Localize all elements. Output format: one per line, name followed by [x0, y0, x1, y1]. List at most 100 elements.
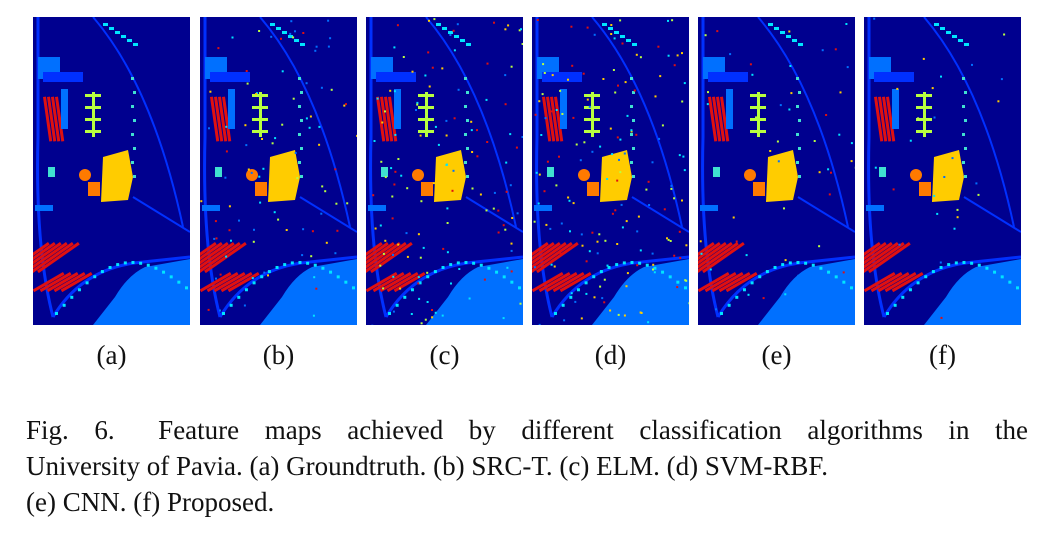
- bitumen-strip: [870, 272, 903, 293]
- tree-dot: [275, 265, 279, 269]
- bricks-region: [412, 169, 424, 181]
- noise-pixel: [788, 30, 791, 33]
- map-svg: [864, 17, 1021, 325]
- noise-pixel: [505, 161, 508, 164]
- noise-pixel: [732, 216, 735, 219]
- tree-dot: [290, 261, 294, 265]
- noise-pixel: [850, 160, 853, 163]
- tree-dot: [985, 266, 989, 270]
- gravel-spine: [923, 92, 926, 137]
- noise-pixel: [486, 62, 489, 65]
- tree-dot: [819, 266, 823, 270]
- building-block: [708, 72, 748, 82]
- tree-dot: [622, 261, 626, 265]
- bitumen-strip: [712, 96, 722, 142]
- noise-pixel: [418, 297, 421, 300]
- tree-dot: [108, 265, 112, 269]
- noise-pixel: [431, 309, 433, 311]
- noise-pixel: [621, 226, 624, 229]
- noise-pixel: [545, 223, 548, 226]
- noise-pixel: [572, 116, 575, 119]
- noise-pixel: [284, 159, 287, 162]
- tree-dot: [750, 281, 754, 285]
- noise-pixel: [709, 268, 712, 271]
- noise-pixel: [510, 242, 513, 245]
- noise-pixel: [538, 63, 541, 66]
- bitumen-strip: [698, 242, 733, 274]
- bricks-region: [88, 182, 100, 196]
- tree-dot: [632, 43, 637, 46]
- noise-pixel: [431, 316, 434, 319]
- noise-pixel: [392, 253, 394, 256]
- noise-pixel: [951, 157, 954, 160]
- bitumen-strip: [698, 242, 727, 274]
- noise-pixel: [320, 212, 323, 215]
- noise-pixel: [663, 208, 666, 211]
- shadow-dot: [300, 119, 303, 122]
- noise-pixel: [468, 297, 471, 300]
- meadow-region: [426, 259, 523, 325]
- bitumen-strip: [704, 272, 737, 293]
- tree-dot: [645, 263, 649, 267]
- noise-pixel: [470, 129, 473, 132]
- noise-pixel: [618, 158, 620, 161]
- noise-pixel: [476, 129, 478, 132]
- shadow-dot: [464, 77, 467, 80]
- bitumen-strip: [227, 272, 260, 293]
- noise-pixel: [228, 229, 231, 232]
- noise-pixel: [652, 263, 655, 266]
- bare-soil-region: [101, 150, 133, 202]
- bitumen-strip: [200, 242, 235, 274]
- shadow-dot: [466, 175, 469, 178]
- tree-dot: [788, 261, 792, 265]
- bitumen-strip: [698, 272, 730, 293]
- noise-pixel: [301, 254, 304, 257]
- noise-pixel: [492, 207, 495, 210]
- noise-pixel: [504, 74, 507, 77]
- noise-pixel: [716, 30, 719, 33]
- noise-pixel: [504, 103, 507, 106]
- tree-dot: [774, 27, 779, 30]
- noise-pixel: [446, 178, 449, 181]
- map-svg: [698, 17, 855, 325]
- shadow-region: [215, 167, 222, 177]
- noise-pixel: [620, 203, 623, 206]
- bitumen-strip: [46, 272, 79, 293]
- tree-dot: [720, 312, 723, 315]
- tree-dot: [300, 43, 305, 46]
- tree-dot: [931, 270, 935, 274]
- tree-dot: [615, 263, 619, 267]
- noise-pixel: [449, 34, 452, 36]
- shadow-dot: [630, 161, 633, 164]
- tree-dot: [798, 43, 803, 46]
- noise-pixel: [251, 277, 254, 280]
- noise-pixel: [261, 138, 263, 140]
- noise-pixel: [311, 230, 314, 233]
- subfigure-label-d: (d): [594, 340, 627, 370]
- noise-pixel: [789, 65, 792, 67]
- tree-dot: [939, 265, 943, 269]
- noise-pixel: [681, 199, 683, 202]
- noise-pixel: [581, 244, 584, 247]
- noise-pixel: [244, 124, 247, 127]
- bricks-region: [919, 182, 931, 196]
- bitumen-strip: [386, 272, 419, 293]
- noise-pixel: [613, 37, 616, 40]
- noise-pixel: [648, 204, 651, 206]
- road-path: [132, 196, 190, 233]
- tree-dot: [85, 281, 89, 285]
- noise-pixel: [504, 228, 507, 231]
- noise-pixel: [838, 133, 841, 136]
- bitumen-strip: [43, 96, 53, 142]
- shadow-dot: [300, 91, 303, 94]
- shadow-dot: [962, 133, 965, 136]
- noise-pixel: [419, 134, 422, 137]
- tree-dot: [924, 275, 928, 279]
- noise-pixel: [635, 133, 638, 136]
- tree-dot: [599, 270, 603, 274]
- noise-pixel: [394, 170, 397, 173]
- noise-pixel: [384, 110, 386, 113]
- road-path: [465, 196, 523, 233]
- gravel-spine: [259, 92, 262, 137]
- noise-pixel: [245, 70, 248, 72]
